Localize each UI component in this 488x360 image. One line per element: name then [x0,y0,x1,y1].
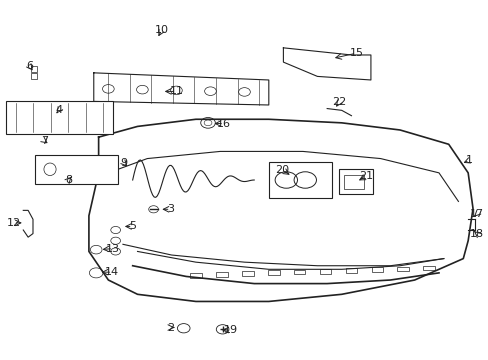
Bar [344,175,363,189]
Bar [345,268,357,273]
Bar [339,169,372,194]
Text: 1: 1 [465,156,472,165]
Bar [216,272,227,277]
Bar [242,271,253,276]
Text: 18: 18 [469,229,483,239]
Text: 4: 4 [55,105,62,115]
Text: 15: 15 [348,48,363,58]
Bar [371,267,383,272]
Text: 5: 5 [129,221,136,231]
Text: 11: 11 [169,86,183,96]
Text: 17: 17 [469,209,483,219]
Text: 9: 9 [120,158,127,168]
Text: 8: 8 [65,175,72,185]
Bar [6,102,113,134]
Bar [268,162,331,198]
Text: 12: 12 [6,218,20,228]
Text: 14: 14 [105,267,119,277]
Text: 7: 7 [41,136,48,146]
Polygon shape [283,48,370,80]
Bar [319,269,331,274]
Text: 20: 20 [275,165,289,175]
Text: 16: 16 [217,118,231,129]
Text: 6: 6 [26,62,33,71]
Text: 13: 13 [106,244,120,253]
Text: 19: 19 [224,325,238,335]
Bar [35,155,118,184]
Bar [293,270,305,274]
Text: 10: 10 [155,25,168,35]
Bar [397,266,408,271]
Bar [190,273,201,278]
Text: 22: 22 [331,97,346,107]
Text: 2: 2 [167,323,174,333]
Polygon shape [94,73,268,105]
Bar [423,266,434,270]
Text: 3: 3 [167,204,174,214]
Text: 21: 21 [358,171,372,181]
Bar [267,270,279,275]
